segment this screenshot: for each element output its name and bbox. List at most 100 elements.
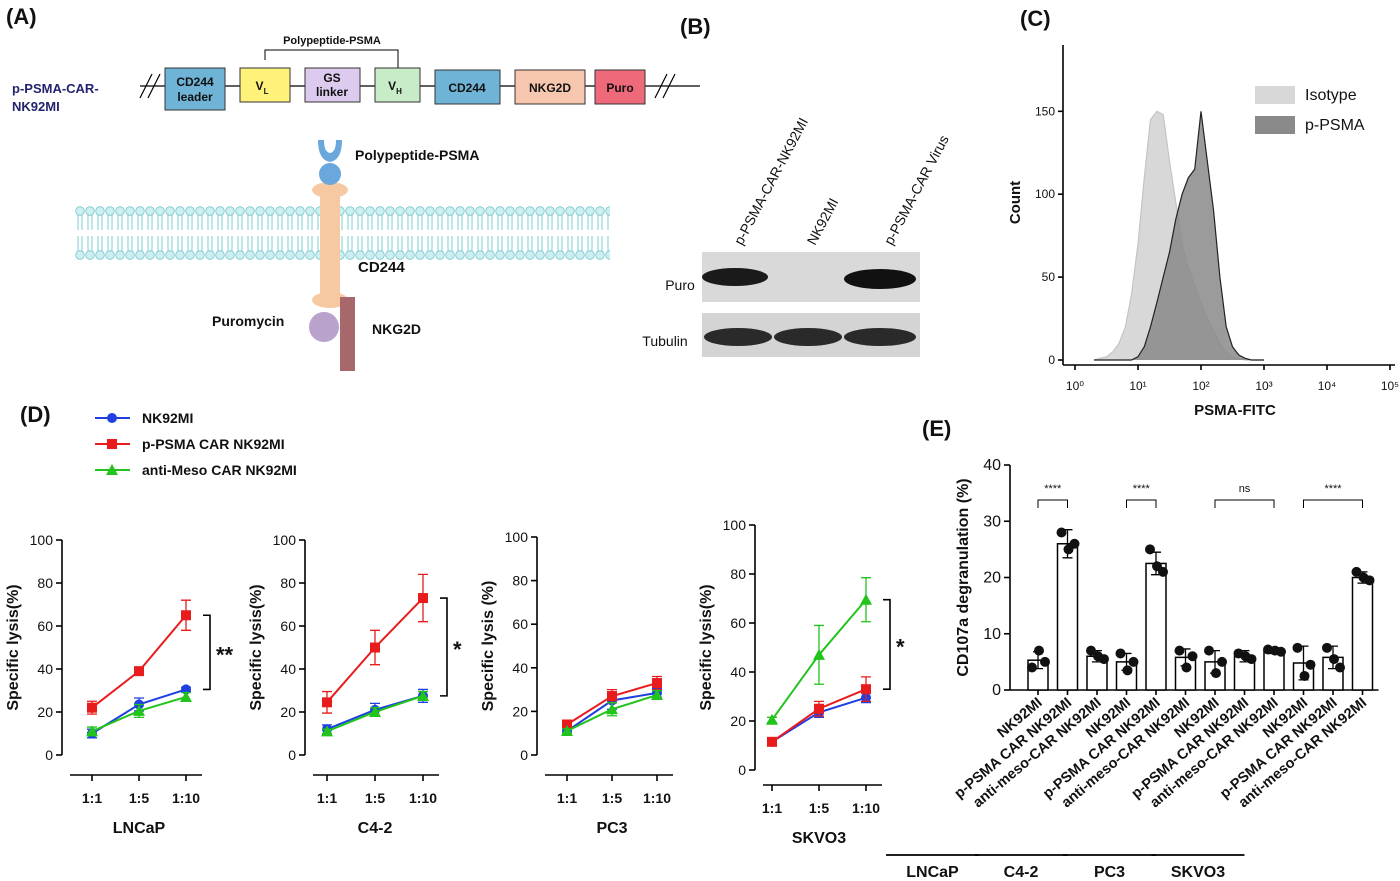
x-tick-label: 10⁵ — [1381, 379, 1399, 393]
x-tick-label: 10⁴ — [1318, 379, 1337, 393]
marker — [181, 684, 191, 695]
data-point — [1145, 544, 1155, 555]
y-tick-label: 40 — [730, 664, 746, 680]
group-label: C4-2 — [1004, 864, 1039, 881]
ligand — [319, 163, 341, 185]
legend-swatch — [1255, 116, 1295, 134]
data-point — [1364, 575, 1375, 586]
legend-label: p-PSMA — [1305, 117, 1365, 134]
y-tick-label: 40 — [983, 457, 1001, 474]
x-tick-label: 1:10 — [172, 790, 200, 806]
bracket — [264, 49, 399, 68]
segment-label: V — [256, 79, 264, 93]
band — [702, 268, 768, 286]
y-tick-label: 80 — [730, 566, 746, 582]
x-axis-label: SKVO3 — [792, 830, 846, 847]
receptor-domain — [312, 182, 348, 198]
y-tick-label: 60 — [730, 615, 746, 631]
marker — [180, 690, 192, 702]
marker — [562, 719, 572, 730]
x-tick-label: 1:1 — [82, 790, 102, 806]
data-point — [1187, 651, 1198, 662]
marker — [134, 666, 144, 677]
marker — [107, 439, 117, 449]
data-point — [1115, 648, 1126, 659]
data-point — [1099, 654, 1109, 665]
data-point — [1211, 668, 1221, 679]
y-tick-label: 0 — [1048, 353, 1055, 367]
ligand — [318, 140, 342, 162]
band — [704, 328, 772, 346]
data-point — [1122, 665, 1133, 676]
y-tick-label: 60 — [37, 618, 53, 634]
marker-label: Puromycin — [212, 313, 284, 329]
y-tick-label: 40 — [37, 661, 53, 677]
band — [844, 269, 916, 289]
western-blot: p-PSMA-CAR-NK92MI NK92MI p-PSMA-CAR Viru… — [642, 115, 952, 357]
x-tick-label: 10³ — [1255, 379, 1272, 393]
y-tick-label: 60 — [280, 618, 296, 634]
data-point — [1322, 642, 1332, 653]
ligand-label: Polypeptide-PSMA — [355, 147, 479, 163]
x-tick-label: 1:5 — [129, 790, 149, 806]
marker — [814, 703, 824, 714]
group-label: LNCaP — [906, 864, 959, 881]
x-tick-label: 1:10 — [643, 790, 671, 806]
row-label: Tubulin — [642, 333, 687, 349]
x-tick-label: 1:1 — [762, 800, 782, 816]
segment-label: V — [388, 79, 396, 93]
panel-label: (D) — [20, 402, 51, 427]
y-axis-label: Specific lysis (%) — [480, 581, 497, 712]
panel-label: (C) — [1020, 6, 1051, 31]
band — [844, 328, 916, 346]
data-point — [1069, 538, 1080, 549]
x-tick-label: 1:1 — [317, 790, 337, 806]
y-tick-label: 40 — [512, 660, 528, 676]
panel-label: (A) — [6, 4, 37, 29]
row-label: Puro — [665, 277, 695, 293]
significance-bracket — [883, 598, 891, 690]
legend-label: NK92MI — [142, 410, 193, 426]
data-point — [1335, 662, 1345, 673]
data-point — [1086, 645, 1096, 656]
y-tick-label: 100 — [505, 529, 529, 545]
panel-label: (E) — [922, 416, 951, 441]
membrane — [75, 205, 610, 261]
comparison-label: **** — [1044, 483, 1062, 495]
construct-name: NK92MI — [12, 99, 60, 114]
segment-label: VH — [388, 79, 402, 96]
x-tick-label: 1:5 — [365, 790, 385, 806]
marker — [370, 642, 380, 653]
comparison-label: **** — [1133, 483, 1151, 495]
segment-label: GS — [323, 71, 340, 85]
y-tick-label: 0 — [738, 762, 746, 778]
marker — [767, 736, 777, 747]
data-point — [1034, 645, 1044, 656]
segment-label: linker — [316, 85, 348, 99]
lane-label: NK92MI — [804, 195, 842, 247]
y-axis-label: Specific lysis(%) — [248, 584, 265, 710]
y-tick-label: 20 — [983, 570, 1001, 587]
y-tick-label: 100 — [723, 517, 747, 533]
significance-bracket — [440, 597, 448, 697]
data-point — [1158, 566, 1168, 577]
comparison-label: ns — [1239, 483, 1251, 495]
y-tick-label: 100 — [1035, 187, 1055, 201]
data-point — [1128, 656, 1139, 667]
bracket-label: Polypeptide-PSMA — [283, 35, 381, 47]
marker — [87, 702, 97, 713]
segment — [594, 69, 646, 105]
segment — [434, 69, 501, 105]
y-tick-label: 30 — [983, 513, 1001, 530]
y-tick-label: 0 — [45, 747, 53, 763]
marker — [813, 648, 825, 660]
segment-label: NKG2D — [529, 81, 571, 95]
y-tick-label: 50 — [1042, 270, 1056, 284]
marker — [607, 691, 617, 702]
x-axis-label: PSMA-FITC — [1194, 402, 1276, 419]
marker — [322, 697, 332, 708]
data-point — [1299, 670, 1310, 681]
data-point — [1329, 654, 1339, 665]
segment — [304, 67, 361, 103]
x-axis-label: PC3 — [596, 820, 627, 837]
